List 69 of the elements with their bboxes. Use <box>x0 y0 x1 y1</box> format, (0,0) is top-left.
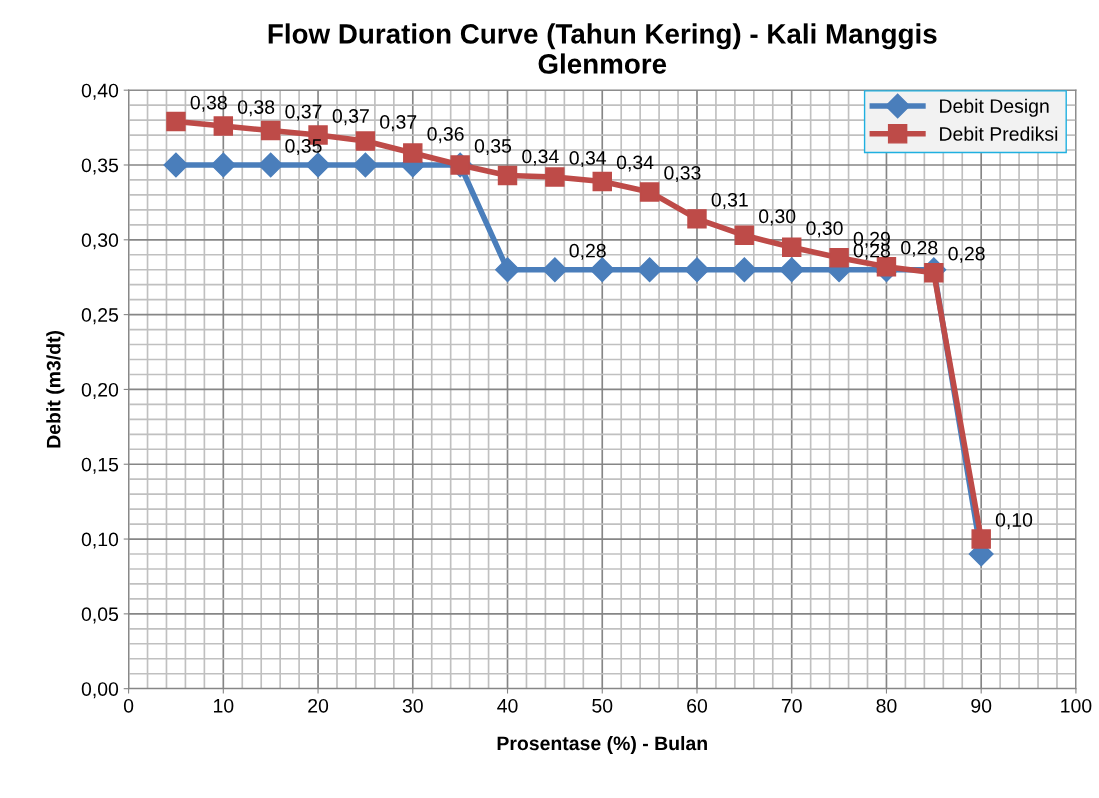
x-tick-label: 10 <box>213 698 234 713</box>
data-label: 0,30 <box>806 221 843 238</box>
point <box>166 111 186 132</box>
data-label: 0,28 <box>948 246 985 263</box>
point <box>213 116 234 136</box>
y-tick-label: 0,10 <box>81 532 119 549</box>
point <box>355 131 376 151</box>
x-tick-label: 40 <box>497 698 518 713</box>
y-tick-label: 0,20 <box>81 382 119 399</box>
legend-label: Debit Design <box>940 98 1049 117</box>
data-label: 0,37 <box>285 104 322 121</box>
point <box>592 171 612 192</box>
x-tick-label: 50 <box>592 698 613 713</box>
point <box>829 248 849 268</box>
data-label: 0,28 <box>901 240 938 257</box>
data-label: 0,34 <box>616 155 654 172</box>
x-tick-label: 90 <box>971 698 992 713</box>
data-label: 0,36 <box>427 127 464 144</box>
x-axis-title: Prosentase (%) - Bulan <box>497 735 707 755</box>
point <box>542 257 568 283</box>
point <box>684 257 710 283</box>
data-label: 0,28 <box>569 243 606 260</box>
y-tick-label: 0,15 <box>81 457 119 474</box>
data-label: 0,37 <box>380 115 417 132</box>
y-tick-label: 0,30 <box>81 233 119 250</box>
x-tick-label: 60 <box>687 698 708 713</box>
y-tick-label: 0,35 <box>81 158 119 175</box>
point <box>687 209 707 229</box>
point <box>734 225 755 246</box>
point <box>637 257 663 283</box>
point <box>639 182 660 202</box>
point <box>781 237 802 258</box>
y-tick-label: 0,05 <box>81 607 119 624</box>
data-label: 0,34 <box>569 151 607 168</box>
point <box>210 152 236 178</box>
y-axis-title: Debit (m3/dt) <box>46 330 65 448</box>
point <box>731 257 757 283</box>
data-label: 0,33 <box>664 165 701 183</box>
x-tick-label: 0 <box>123 698 134 713</box>
data-label: 0,37 <box>332 109 369 126</box>
point <box>352 152 378 178</box>
x-tick-label: 70 <box>781 698 802 713</box>
data-label: 0,31 <box>711 192 748 209</box>
y-tick-label: 0,25 <box>81 308 119 325</box>
data-label: 0,30 <box>759 209 796 226</box>
y-tick-label: 0,00 <box>81 682 119 699</box>
x-tick-label: 100 <box>1061 698 1092 713</box>
data-label: 0,10 <box>995 513 1033 530</box>
x-tick-label: 30 <box>402 698 423 713</box>
y-tick-label: 0,40 <box>81 83 119 100</box>
legend-label: Debit Prediksi <box>940 126 1058 141</box>
data-label: 0,35 <box>285 139 322 156</box>
data-label: 0,38 <box>237 100 275 117</box>
point <box>924 262 944 283</box>
point <box>260 120 281 141</box>
x-tick-label: 80 <box>876 698 897 713</box>
chart-title: Flow Duration Curve (Tahun Kering) - Kali Manggis Glenmore <box>268 23 937 74</box>
point <box>403 143 423 163</box>
x-tick-label: 20 <box>308 698 329 713</box>
point <box>545 167 565 187</box>
point <box>779 257 805 283</box>
data-label: 0,35 <box>474 139 512 156</box>
data-label: 0,38 <box>190 95 227 112</box>
point <box>258 152 284 178</box>
point <box>497 165 518 186</box>
point <box>971 529 991 549</box>
data-label: 0,34 <box>522 149 559 166</box>
point <box>163 152 189 178</box>
point <box>495 257 520 283</box>
